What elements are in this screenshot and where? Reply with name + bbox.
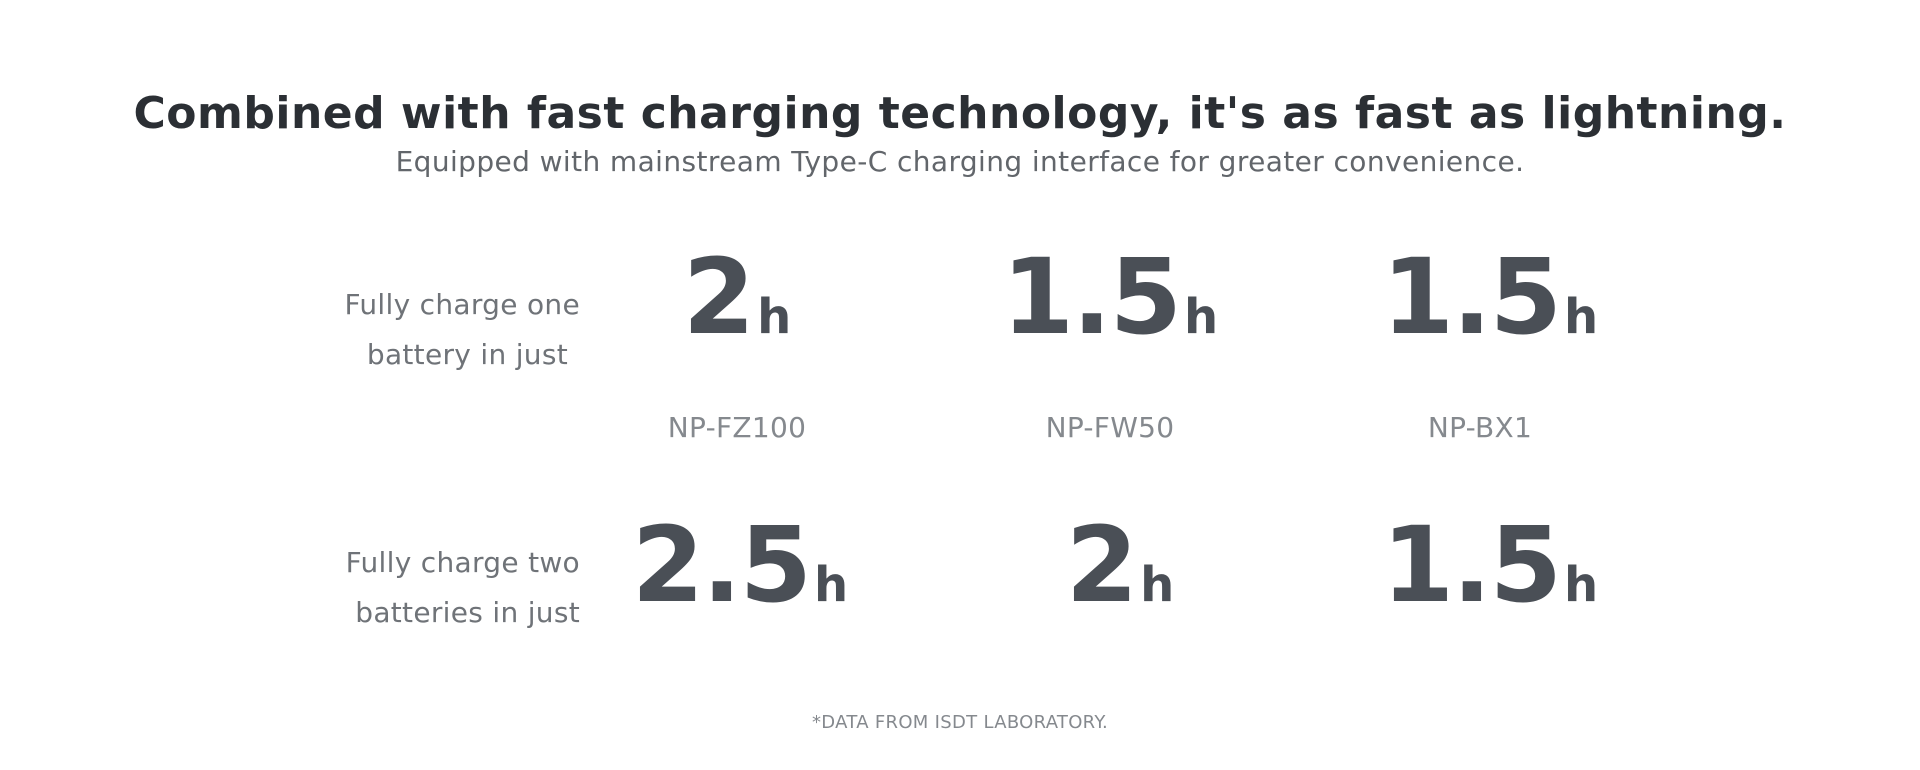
row-label-line: battery in just	[366, 338, 568, 371]
charge-time-unit: h	[1564, 557, 1599, 613]
charge-time-np-fz100-one: 2h	[577, 242, 897, 352]
footnote: *DATA FROM ISDT LABORATORY.	[811, 712, 1109, 733]
charge-time-value: 2	[1065, 504, 1138, 626]
charge-time-unit: h	[1184, 289, 1219, 345]
charge-time-unit: h	[1564, 289, 1599, 345]
subheadline: Equipped with mainstream Type-C charging…	[395, 145, 1525, 178]
model-label-np-fw50: NP-FW50	[1045, 411, 1175, 444]
row-label-two-batteries: Fully charge two batteries in just	[280, 538, 580, 638]
charge-time-value: 1.5	[1381, 236, 1562, 358]
charge-time-np-bx1-two: 1.5h	[1330, 510, 1650, 620]
charge-time-value: 2	[682, 236, 755, 358]
charge-time-np-fw50-one: 1.5h	[950, 242, 1270, 352]
charge-time-unit: h	[814, 557, 849, 613]
headline: Combined with fast charging technology, …	[133, 88, 1787, 140]
charge-time-np-bx1-one: 1.5h	[1330, 242, 1650, 352]
charge-time-np-fw50-two: 2h	[960, 510, 1280, 620]
row-label-line: Fully charge one	[344, 288, 580, 321]
row-label-line: batteries in just	[355, 596, 580, 629]
charge-time-value: 1.5	[1381, 504, 1562, 626]
charge-time-np-fz100-two: 2.5h	[580, 510, 900, 620]
charge-time-unit: h	[1140, 557, 1175, 613]
charge-time-value: 1.5	[1001, 236, 1182, 358]
model-label-np-fz100: NP-FZ100	[667, 411, 807, 444]
row-label-line: Fully charge two	[345, 546, 580, 579]
model-label-np-bx1: NP-BX1	[1427, 411, 1533, 444]
charge-time-value: 2.5	[631, 504, 812, 626]
charge-time-unit: h	[757, 289, 792, 345]
row-label-one-battery: Fully charge one battery in just	[280, 280, 580, 380]
